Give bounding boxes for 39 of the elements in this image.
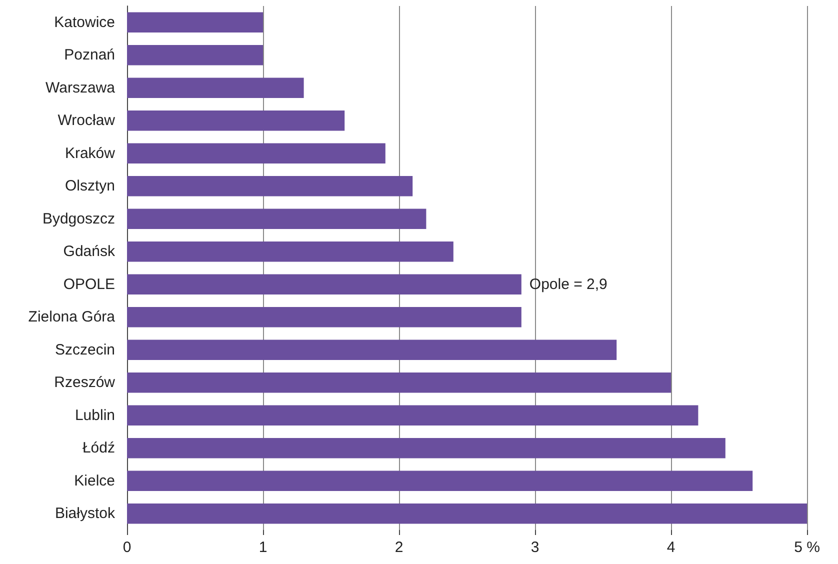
bar xyxy=(127,470,753,492)
x-tick-label: 0 xyxy=(122,539,132,556)
x-tick-label: 1 xyxy=(258,539,268,556)
y-tick-label: Wrocław xyxy=(58,112,116,130)
y-tick-label: Bydgoszcz xyxy=(42,210,115,228)
bar xyxy=(127,372,671,393)
annotation: Opole = 2,9 xyxy=(529,276,608,293)
x-tick-label: 3 xyxy=(530,539,540,556)
bar xyxy=(127,306,522,328)
y-tick-label: Olsztyn xyxy=(64,178,115,195)
y-tick-label: OPOLE xyxy=(63,276,115,293)
bar xyxy=(127,405,698,426)
bar xyxy=(127,241,454,262)
y-tick-label: Poznań xyxy=(64,46,115,64)
y-tick-label: Zielona Góra xyxy=(28,308,116,326)
y-tick-label: Katowice xyxy=(54,14,115,31)
bar xyxy=(127,78,304,98)
y-tick-label: Kielce xyxy=(74,472,115,490)
y-tick-label: Warszawa xyxy=(46,79,116,96)
bar xyxy=(127,176,413,196)
bar xyxy=(127,12,263,33)
bar xyxy=(127,274,522,295)
bar xyxy=(127,110,345,131)
y-tick-label: Kraków xyxy=(64,144,116,162)
y-tick-label: Białystok xyxy=(54,505,116,522)
x-tick-label: 2 xyxy=(394,539,404,556)
y-tick-label: Lublin xyxy=(74,406,115,424)
bar xyxy=(127,44,263,66)
x-tick-label: 5 % xyxy=(794,539,820,556)
y-tick-label: Rzeszów xyxy=(54,374,116,392)
y-tick-label: Szczecin xyxy=(54,341,115,358)
x-tick-label: 4 xyxy=(666,539,676,556)
bar xyxy=(127,340,617,360)
y-tick-label: Gdańsk xyxy=(63,243,116,260)
bar xyxy=(127,143,386,164)
bar xyxy=(127,208,426,230)
y-tick-label: Łódź xyxy=(82,440,115,457)
bar xyxy=(127,438,726,458)
bar xyxy=(127,503,807,524)
